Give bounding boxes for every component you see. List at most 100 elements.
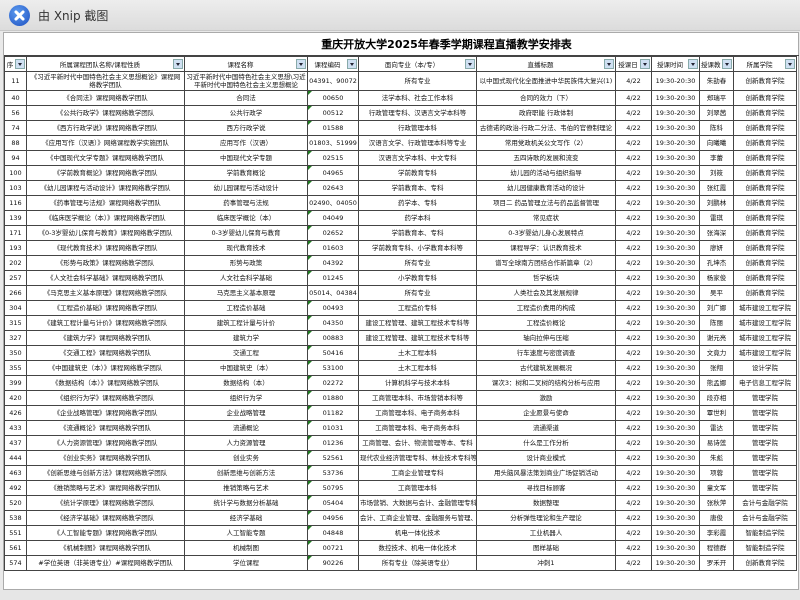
- cell[interactable]: 以中国式现代化全面推进中华民族伟大复兴(1): [476, 71, 616, 91]
- cell[interactable]: 童文军: [699, 480, 734, 496]
- cell[interactable]: 中国现代文学专题: [184, 150, 308, 166]
- cell[interactable]: 古代建筑发展概况: [476, 360, 616, 376]
- cell[interactable]: 4/22: [615, 375, 652, 391]
- cell[interactable]: 05014、04384: [307, 285, 359, 301]
- cell[interactable]: 陈丽: [699, 315, 734, 331]
- cell[interactable]: 古德诺的政治-行政二分法、韦伯的官僚制理论: [476, 120, 616, 136]
- cell[interactable]: 创新教育学院: [733, 120, 797, 136]
- cell[interactable]: 01603: [307, 240, 359, 256]
- cell[interactable]: 19:30-20:30: [651, 390, 700, 406]
- cell[interactable]: 19:30-20:30: [651, 375, 700, 391]
- cell[interactable]: 4/22: [615, 195, 652, 211]
- cell[interactable]: 4/22: [615, 390, 652, 406]
- cell[interactable]: 建筑力学: [184, 330, 308, 346]
- cell[interactable]: 汉语言文学、行政管理本科等专业: [358, 135, 477, 151]
- cell[interactable]: 463: [4, 465, 27, 481]
- cell[interactable]: 廖妍: [699, 240, 734, 256]
- cell[interactable]: 19:30-20:30: [651, 450, 700, 466]
- cell[interactable]: 538: [4, 510, 27, 526]
- cell[interactable]: 工商管理、会计、物流管理等本、专科: [358, 435, 477, 451]
- cell[interactable]: 4/22: [615, 210, 652, 226]
- filter-dropdown-icon[interactable]: [604, 59, 614, 69]
- cell[interactable]: 《机械制图》课程网络教学团队: [26, 540, 185, 556]
- filter-dropdown-icon[interactable]: [722, 59, 732, 69]
- cell[interactable]: 《中国现代文学专题》课程网络教学团队: [26, 150, 185, 166]
- cell[interactable]: 李彩霞: [699, 525, 734, 541]
- cell[interactable]: 4/22: [615, 150, 652, 166]
- cell[interactable]: 雷达: [699, 420, 734, 436]
- cell[interactable]: 《0-3岁婴幼儿保育与教育》课程网络教学团队: [26, 225, 185, 241]
- cell[interactable]: 19:30-20:30: [651, 435, 700, 451]
- cell[interactable]: 学前教育概论: [184, 165, 308, 181]
- cell[interactable]: 171: [4, 225, 27, 241]
- cell[interactable]: 行政管理专科、汉语言文学本科等: [358, 105, 477, 121]
- cell[interactable]: 19:30-20:30: [651, 465, 700, 481]
- cell[interactable]: 4/22: [615, 270, 652, 286]
- cell[interactable]: 现代教育技术: [184, 240, 308, 256]
- cell[interactable]: 19:30-20:30: [651, 405, 700, 421]
- cell[interactable]: 创新教育学院: [733, 135, 797, 151]
- cell[interactable]: 土木工程本科: [358, 345, 477, 361]
- cell[interactable]: 所有专业（除英语专业）: [358, 555, 477, 571]
- cell[interactable]: 04392: [307, 255, 359, 271]
- cell[interactable]: 数控技术、机电一体化技术: [358, 540, 477, 556]
- cell[interactable]: 00650: [307, 90, 359, 106]
- cell[interactable]: 图样基础: [476, 540, 616, 556]
- cell[interactable]: 0-3岁婴幼儿保育与教育: [184, 225, 308, 241]
- cell[interactable]: 00721: [307, 540, 359, 556]
- cell[interactable]: 向曦曦: [699, 135, 734, 151]
- cell[interactable]: 399: [4, 375, 27, 391]
- filter-dropdown-icon[interactable]: [173, 59, 183, 69]
- cell[interactable]: 哲学板块: [476, 270, 616, 286]
- cell[interactable]: 行政管理本科: [358, 120, 477, 136]
- cell[interactable]: 19:30-20:30: [651, 135, 700, 151]
- cell[interactable]: 用头脑风暴法策划商业广场促销活动: [476, 465, 616, 481]
- cell[interactable]: 139: [4, 210, 27, 226]
- cell[interactable]: 创新教育学院: [733, 285, 797, 301]
- cell[interactable]: 19:30-20:30: [651, 285, 700, 301]
- cell[interactable]: 合同法: [184, 90, 308, 106]
- cell[interactable]: 4/22: [615, 555, 652, 571]
- cell[interactable]: 420: [4, 390, 27, 406]
- cell[interactable]: 04350: [307, 315, 359, 331]
- cell[interactable]: 易诗莲: [699, 435, 734, 451]
- cell[interactable]: 11: [4, 71, 27, 91]
- cell[interactable]: 人类社会及其发展规律: [476, 285, 616, 301]
- cell[interactable]: 课次3：树和二叉树的结构分析与应用: [476, 375, 616, 391]
- cell[interactable]: 朱彪: [699, 450, 734, 466]
- cell[interactable]: 19:30-20:30: [651, 180, 700, 196]
- cell[interactable]: 19:30-20:30: [651, 195, 700, 211]
- cell[interactable]: 19:30-20:30: [651, 555, 700, 571]
- cell[interactable]: 19:30-20:30: [651, 360, 700, 376]
- cell[interactable]: 315: [4, 315, 27, 331]
- cell[interactable]: 小学教育专科: [358, 270, 477, 286]
- cell[interactable]: 《合同法》课程网络教学团队: [26, 90, 185, 106]
- cell[interactable]: 刘翠茜: [699, 105, 734, 121]
- cell[interactable]: 习近平新时代中国特色社会主义思想\习近平新时代中国特色社会主义思想概论: [184, 71, 308, 91]
- cell[interactable]: 19:30-20:30: [651, 270, 700, 286]
- cell[interactable]: 工程造价专科: [358, 300, 477, 316]
- cell[interactable]: 4/22: [615, 435, 652, 451]
- cell[interactable]: 4/22: [615, 255, 652, 271]
- cell[interactable]: 幼儿园课程与活动设计: [184, 180, 308, 196]
- cell[interactable]: 机械制图: [184, 540, 308, 556]
- cell[interactable]: 推销策略与艺术: [184, 480, 308, 496]
- cell[interactable]: 116: [4, 195, 27, 211]
- cell[interactable]: 4/22: [615, 345, 652, 361]
- cell[interactable]: 4/22: [615, 540, 652, 556]
- cell[interactable]: 谱写全球南方团结合作新篇章（2）: [476, 255, 616, 271]
- cell[interactable]: 00883: [307, 330, 359, 346]
- cell[interactable]: 文竟力: [699, 345, 734, 361]
- cell[interactable]: 段亦相: [699, 390, 734, 406]
- cell[interactable]: 学前教育专科: [358, 165, 477, 181]
- cell[interactable]: 00493: [307, 300, 359, 316]
- cell[interactable]: 4/22: [615, 225, 652, 241]
- cell[interactable]: 350: [4, 345, 27, 361]
- cell[interactable]: 张秋萍: [699, 495, 734, 511]
- cell[interactable]: 02272: [307, 375, 359, 391]
- cell[interactable]: 492: [4, 480, 27, 496]
- filter-dropdown-icon[interactable]: [15, 59, 25, 69]
- cell[interactable]: 90226: [307, 555, 359, 571]
- cell[interactable]: 4/22: [615, 180, 652, 196]
- cell[interactable]: 《工程造价基础》课程网络教学团队: [26, 300, 185, 316]
